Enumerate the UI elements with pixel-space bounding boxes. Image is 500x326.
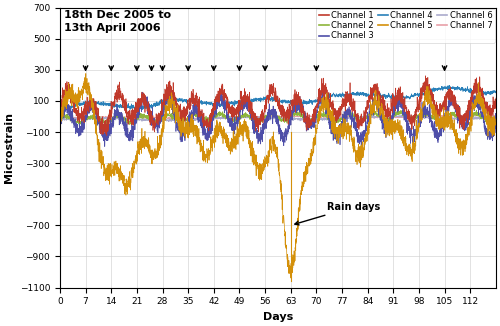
Channel 4 [438, 88, 444, 92]
Channel 1 [104, 134, 110, 138]
Channel 6 [243, 115, 249, 119]
Channel 4 [57, 111, 63, 115]
Channel 7 [132, 115, 138, 119]
Channel 6 [493, 116, 499, 120]
Channel 7 [474, 113, 480, 117]
Channel 1 [57, 95, 63, 99]
Channel 3 [167, 88, 173, 92]
Channel 5 [132, 159, 138, 163]
Channel 1 [107, 108, 113, 111]
Channel 4 [446, 83, 452, 87]
Channel 3 [244, 105, 250, 109]
Channel 2 [474, 108, 480, 112]
Channel 3 [107, 125, 113, 129]
Channel 6 [384, 113, 390, 117]
Channel 3 [102, 144, 107, 148]
Line: Channel 3: Channel 3 [60, 90, 496, 146]
Channel 1 [493, 96, 499, 100]
Channel 4 [484, 92, 490, 96]
Line: Channel 4: Channel 4 [60, 85, 496, 113]
Channel 3 [57, 115, 63, 119]
Channel 6 [132, 117, 138, 121]
Channel 2 [132, 117, 138, 121]
Channel 7 [484, 113, 490, 117]
Channel 5 [224, 138, 230, 142]
Channel 7 [493, 114, 499, 118]
Channel 6 [106, 116, 112, 120]
Channel 2 [224, 117, 230, 121]
Channel 5 [83, 71, 89, 75]
Channel 3 [484, 130, 490, 134]
Channel 5 [288, 276, 294, 280]
Channel 4 [132, 106, 138, 110]
Channel 5 [107, 168, 113, 172]
X-axis label: Days: Days [263, 312, 293, 322]
Channel 6 [438, 116, 444, 120]
Channel 1 [484, 107, 490, 111]
Channel 2 [493, 117, 499, 121]
Channel 3 [438, 129, 444, 133]
Channel 6 [57, 117, 63, 121]
Y-axis label: Microstrain: Microstrain [4, 112, 14, 183]
Text: Rain days: Rain days [295, 202, 380, 225]
Channel 7 [106, 115, 112, 119]
Channel 4 [243, 99, 249, 103]
Channel 2 [107, 119, 113, 123]
Legend: Channel 1, Channel 2, Channel 3, Channel 4, Channel 5, Channel 6, Channel 7: Channel 1, Channel 2, Channel 3, Channel… [316, 8, 495, 43]
Channel 2 [57, 117, 63, 121]
Text: 18th Dec 2005 to
13th April 2006: 18th Dec 2005 to 13th April 2006 [64, 10, 172, 33]
Channel 2 [76, 124, 82, 128]
Channel 3 [493, 130, 499, 134]
Channel 1 [243, 99, 249, 103]
Channel 6 [166, 120, 172, 124]
Channel 5 [484, 122, 490, 126]
Channel 7 [224, 115, 230, 119]
Channel 5 [438, 122, 444, 126]
Channel 7 [212, 117, 218, 121]
Channel 2 [438, 120, 444, 124]
Channel 1 [132, 109, 138, 113]
Channel 3 [224, 114, 230, 118]
Channel 1 [422, 74, 428, 78]
Channel 1 [224, 106, 230, 110]
Channel 2 [243, 113, 249, 117]
Channel 6 [484, 116, 490, 120]
Channel 4 [493, 90, 499, 94]
Channel 7 [243, 115, 249, 119]
Channel 4 [224, 102, 230, 106]
Line: Channel 1: Channel 1 [60, 76, 496, 136]
Channel 5 [57, 122, 63, 126]
Channel 4 [106, 103, 112, 107]
Channel 7 [438, 114, 444, 118]
Channel 5 [243, 134, 249, 138]
Line: Channel 5: Channel 5 [60, 73, 496, 278]
Channel 7 [57, 116, 63, 120]
Channel 5 [493, 117, 499, 121]
Channel 2 [484, 120, 490, 124]
Channel 6 [224, 115, 230, 119]
Line: Channel 7: Channel 7 [60, 115, 496, 119]
Line: Channel 2: Channel 2 [60, 110, 496, 126]
Channel 3 [132, 121, 138, 125]
Channel 1 [438, 101, 444, 105]
Line: Channel 6: Channel 6 [60, 115, 496, 122]
